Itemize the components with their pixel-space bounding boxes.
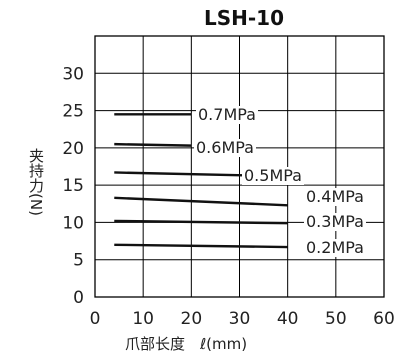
y-tick-label: 0 (73, 288, 84, 308)
series-label-background (304, 213, 366, 231)
series-label: 0.7MPa (198, 105, 256, 124)
y-tick-label: 15 (62, 176, 84, 196)
x-tick-label: 50 (325, 309, 347, 329)
series-label: 0.3MPa (306, 212, 364, 231)
x-tick-label: 20 (181, 309, 203, 329)
series-line (114, 196, 288, 207)
x-tick-label: 40 (277, 309, 299, 329)
series-label-background (196, 106, 258, 124)
series-label-background (242, 167, 304, 185)
series-line (114, 219, 288, 225)
series-label-background (304, 188, 366, 206)
y-axis-label: 夹持力(N) (27, 148, 45, 216)
series-label-background (194, 139, 256, 157)
y-tick-labels: 0 5 10 15 20 25 30 (62, 64, 84, 308)
x-tick-label: 0 (90, 309, 101, 329)
series-label: 0.4MPa (306, 187, 364, 206)
series-line (114, 243, 288, 249)
grid (94, 35, 385, 298)
series-label: 0.6MPa (196, 138, 254, 157)
y-tick-label: 30 (62, 64, 84, 84)
x-tick-label: 60 (373, 309, 395, 329)
chart-title: LSH-10 (204, 6, 284, 30)
series-label: 0.5MPa (244, 166, 302, 185)
x-axis-label: 爪部长度 ℓ(mm) (125, 335, 247, 353)
x-tick-label: 10 (132, 309, 154, 329)
series-label: 0.2MPa (306, 238, 364, 257)
series-label-background (304, 239, 366, 257)
x-tick-labels: 0 10 20 30 40 50 60 (90, 309, 395, 329)
series-line (114, 142, 192, 147)
y-tick-label: 20 (62, 139, 84, 159)
y-tick-label: 25 (62, 102, 84, 122)
y-tick-label: 10 (62, 213, 84, 233)
series-line (114, 171, 250, 177)
y-tick-label: 5 (73, 251, 84, 271)
x-tick-label: 30 (229, 309, 251, 329)
